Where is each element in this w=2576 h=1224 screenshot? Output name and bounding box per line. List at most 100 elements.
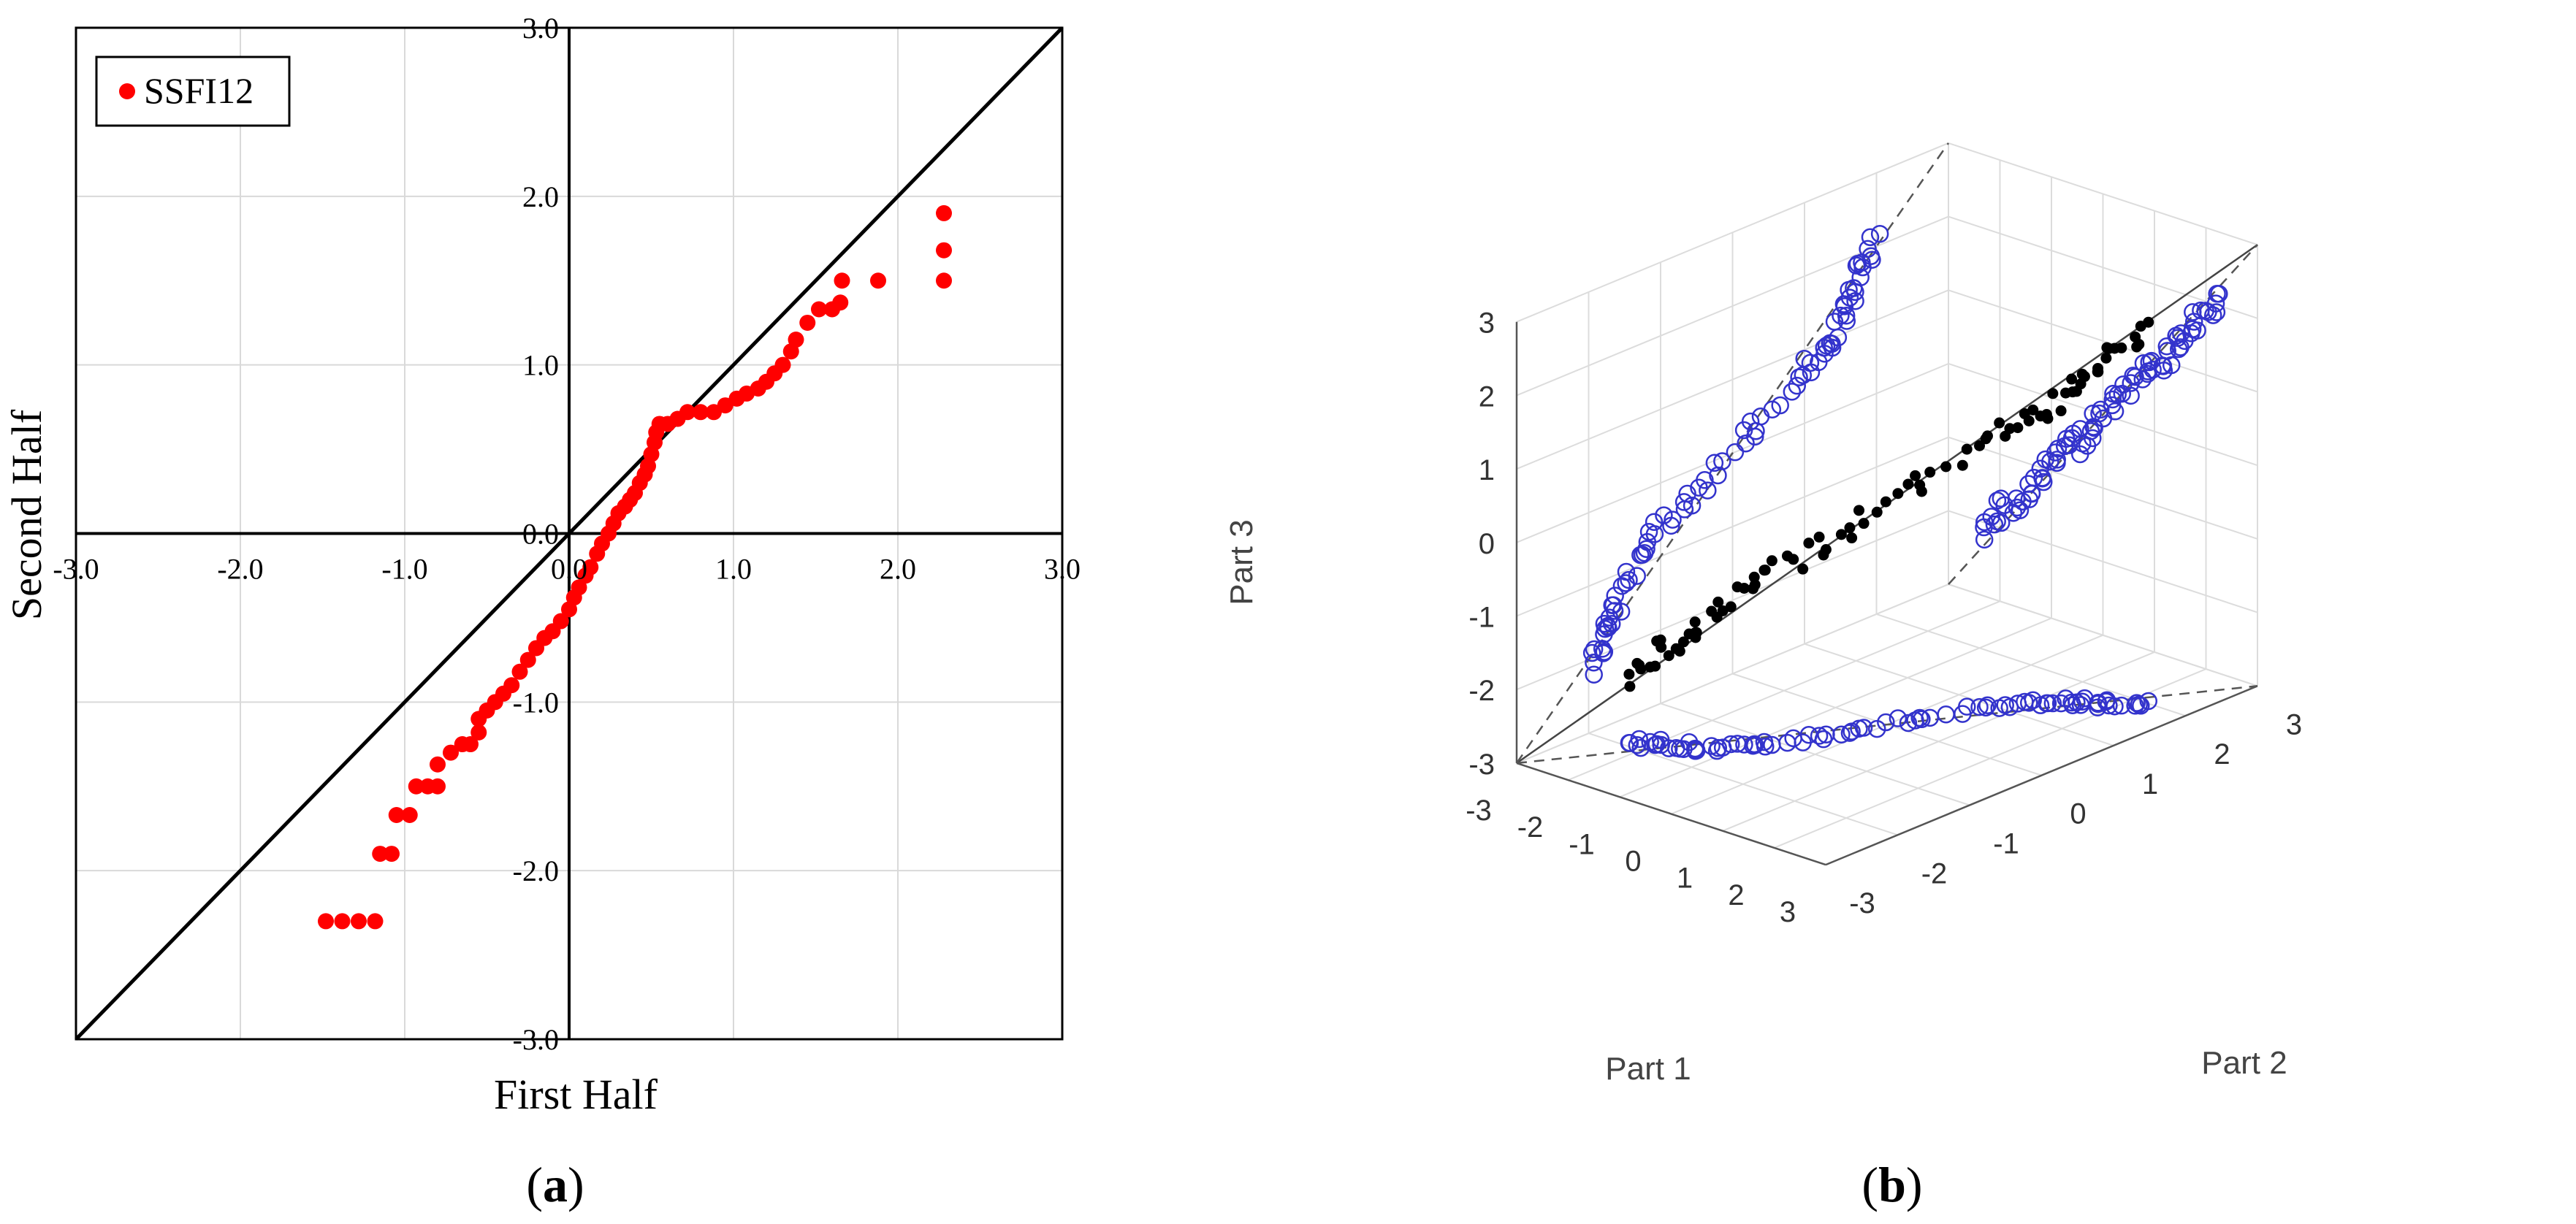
panel-b-proj-yz-49 <box>1741 412 1760 431</box>
panel-b-proj-xz-88 <box>2206 294 2225 313</box>
panel-b-point-39 <box>1846 532 1858 544</box>
panel-a-point-5 <box>384 846 400 862</box>
panel-b-proj-xy-57 <box>1976 698 1995 717</box>
panel-b-proj-yz-60 <box>1795 349 1813 368</box>
panel-b-point-43 <box>1858 518 1870 529</box>
panel-b-proj-xy-40 <box>1832 725 1851 744</box>
panel-b-proj-yz-34 <box>1662 516 1680 535</box>
panel-b-point-26 <box>1748 583 1759 594</box>
panel-b-point-40 <box>1835 529 1847 540</box>
panel-b-proj-xz-46 <box>2092 400 2110 419</box>
panel-a-point-3 <box>367 913 384 930</box>
panel-b-proj-xy-74 <box>2062 693 2081 712</box>
panel-b-proj-yz-45 <box>1726 443 1745 462</box>
panel-b-proj-yz-81 <box>1851 268 1870 286</box>
panel-b-part2-tick-labels: -3 -2 -1 0 1 2 3 <box>1849 708 2302 919</box>
panel-b-grid-xz-h-4 <box>1948 289 2258 393</box>
panel-a-point-62 <box>811 301 827 318</box>
panel-b-proj-xz-12 <box>2008 498 2027 517</box>
panel-b-proj-xz-70 <box>2158 342 2176 360</box>
panel-a-point-65 <box>834 272 850 289</box>
panel-a-y-tick-4: 1.0 <box>522 349 559 382</box>
panel-a-point-14 <box>462 736 479 753</box>
panel-b-proj-xz-23 <box>2033 469 2051 487</box>
panel-a-point-31 <box>582 559 599 575</box>
panel-b-proj-xy-70 <box>2057 689 2075 708</box>
panel-a-point-26 <box>552 613 569 630</box>
panel-b-proj-yz-67 <box>1823 334 1841 353</box>
panel-b-proj-xy-38 <box>1810 727 1829 745</box>
panel-b-part1-tick-6: 3 <box>1780 896 1796 928</box>
panel-b-point-53 <box>1956 459 1968 471</box>
panel-b-proj-xy-48 <box>1913 710 1931 729</box>
panel-b-proj-xy-69 <box>2043 694 2062 713</box>
panel-b-point-42 <box>1853 505 1865 516</box>
panel-a-y-tick-labels: -3.0 -2.0 -1.0 0.0 1.0 2.0 3.0 <box>513 12 559 1056</box>
panel-b-point-23 <box>1725 601 1737 613</box>
panel-b-point-68 <box>2055 405 2067 417</box>
panel-a-x-tick-1: -2.0 <box>217 553 263 586</box>
panel-a-point-29 <box>571 579 587 596</box>
panel-b-point-50 <box>1914 479 1926 491</box>
panel-b-proj-xy-46 <box>1889 709 1908 727</box>
panel-a-point-11 <box>430 756 446 773</box>
panel-b-part2-tick-1: -2 <box>1921 857 1948 890</box>
panel-b-proj-xz-6 <box>1992 513 2011 532</box>
panel-b-proj-xz-27 <box>2041 452 2059 471</box>
panel-a-point-49 <box>679 404 696 421</box>
panel-b-point-44 <box>1871 506 1883 518</box>
panel-b-proj-xy-1 <box>1620 733 1639 752</box>
panel-b-point-59 <box>2004 423 2016 435</box>
panel-b-proj-xz-47 <box>2103 390 2122 409</box>
panel-b-proj-yz-16 <box>1606 586 1624 605</box>
panel-b-proj-yz-87 <box>1861 228 1880 247</box>
panel-b-part1-tick-2: -1 <box>1569 828 1595 860</box>
panel-b-proj-yz-22 <box>1620 570 1638 589</box>
panel-b-proj-xz-50 <box>2103 396 2122 415</box>
panel-b-part3-tick-2: -1 <box>1468 602 1495 634</box>
panel-b-point-69 <box>2047 388 2059 399</box>
panel-b-proj-yz-72 <box>1832 306 1850 325</box>
panel-b-point-22 <box>1717 605 1729 616</box>
panel-a-point-7 <box>401 806 418 823</box>
panel-b-point-63 <box>2027 404 2039 416</box>
panel-b-grid-yz-h-0 <box>1516 584 1949 764</box>
panel-b-proj-yz-57 <box>1790 368 1808 386</box>
panel-b-point-31 <box>1766 555 1777 567</box>
panel-b-part1-tick-1: -2 <box>1517 811 1544 844</box>
panel-b-point-4 <box>1635 663 1647 675</box>
panel-b-proj-xy-27 <box>1735 735 1753 754</box>
panel-b-proj-yz-0 <box>1585 665 1603 684</box>
panel-b-part3-label: Part 3 <box>1224 519 1260 605</box>
panel-b-point-30 <box>1758 565 1770 576</box>
panel-b-proj-yz-38 <box>1678 484 1696 503</box>
panel-b-proj-xy-19 <box>1702 737 1720 755</box>
panel-b-proj-yz-5 <box>1595 643 1614 661</box>
panel-a-qq-plot: -3.0 -2.0 -1.0 0.0 1.0 2.0 3.0 -3.0 -2.0 -1.0 0.0… <box>3 12 1081 1118</box>
panel-b-part2-tick-2: -1 <box>1993 828 2019 860</box>
panel-b-proj-yz-71 <box>1837 306 1856 325</box>
panel-b-part1-tick-3: 0 <box>1625 846 1641 878</box>
panel-b-point-13 <box>1677 636 1689 648</box>
panel-b-proj-yz-54 <box>1783 383 1802 401</box>
panel-b-point-76 <box>2075 378 2087 390</box>
panel-b-proj-xy-82 <box>2100 696 2118 715</box>
panel-b-proj-yz-31 <box>1645 513 1664 531</box>
panel-b-grid-floor-y-4 <box>1804 643 2114 746</box>
panel-b-proj-xy-54 <box>1957 697 1976 716</box>
panel-b-part1-tick-0: -3 <box>1466 795 1492 827</box>
panel-b-ref-xz-line <box>1948 244 2258 585</box>
panel-b-part1-label: Part 1 <box>1605 1051 1691 1087</box>
panel-b-proj-xz-11 <box>2011 501 2030 519</box>
panel-b-proj-xy-86 <box>2112 696 2131 715</box>
panel-b-proj-xz-0 <box>1975 530 1994 549</box>
panel-a-x-tick-6: 3.0 <box>1044 553 1081 586</box>
panel-b-proj-yz-1 <box>1585 653 1603 672</box>
panel-b-part1-tick-5: 2 <box>1728 879 1744 911</box>
panel-a-y-tick-2: -1.0 <box>513 686 559 719</box>
panel-b-proj-yz-59 <box>1801 353 1820 372</box>
panel-b-point-54 <box>1961 443 1973 455</box>
panel-a-point-21 <box>511 663 528 680</box>
panel-a-point-64 <box>832 294 849 311</box>
